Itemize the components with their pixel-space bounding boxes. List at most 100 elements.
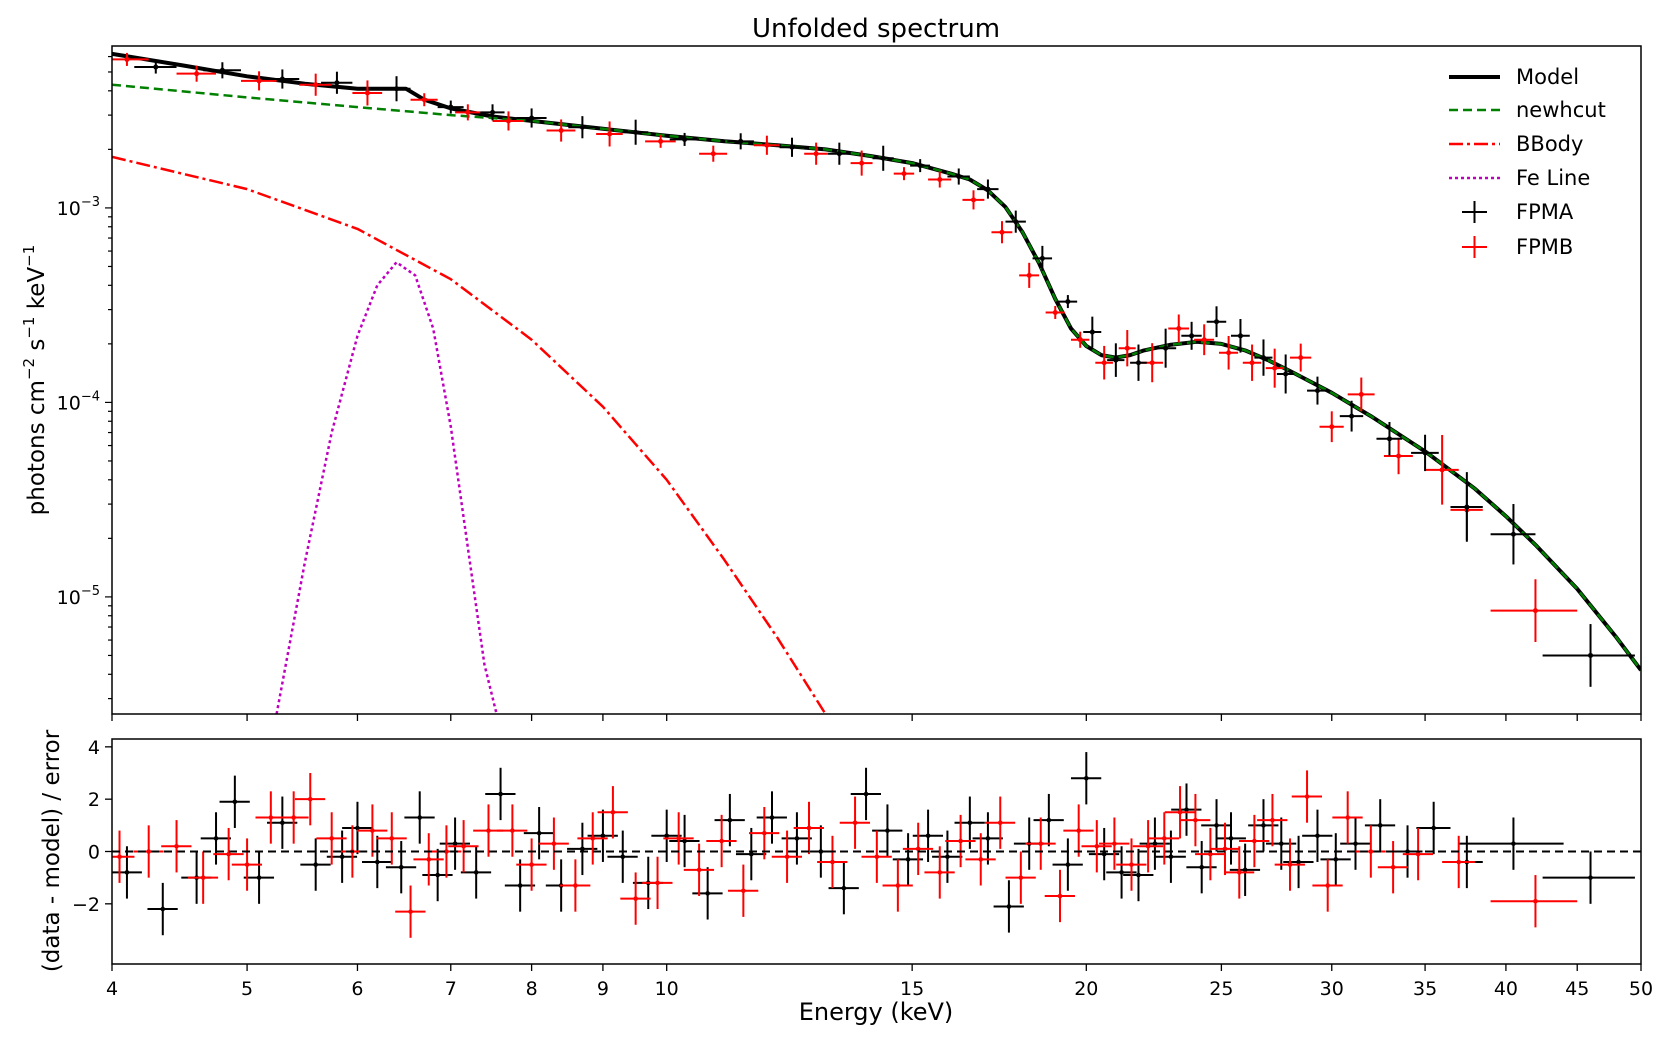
- point-marker: [727, 817, 733, 823]
- point-marker: [1237, 333, 1243, 339]
- residual-point-fpmb: [902, 822, 934, 876]
- data-point-fpmb: [1425, 435, 1459, 505]
- residual-point-fpma: [1320, 833, 1351, 886]
- y-tick-label-bottom: 4: [88, 737, 100, 759]
- legend-entry-fe-line: Fe Line: [1449, 166, 1590, 190]
- residual-point-fpma: [267, 796, 298, 849]
- residual-point-fpma: [1123, 848, 1154, 902]
- point-marker: [863, 791, 869, 797]
- residual-point-fpmb: [1274, 838, 1305, 891]
- legend-label-fpmb: FPMB: [1516, 235, 1573, 259]
- residual-point-fpma: [1201, 799, 1232, 852]
- point-marker: [1456, 859, 1462, 865]
- point-marker: [658, 138, 664, 144]
- point-marker: [705, 891, 710, 896]
- residual-point-fpmb: [278, 791, 309, 844]
- residual-point-fpmb: [1377, 841, 1409, 894]
- point-marker: [160, 906, 166, 912]
- residual-point-fpmb: [1081, 820, 1112, 873]
- data-point-fpma: [1005, 210, 1026, 233]
- residual-point-fpmb: [1291, 770, 1322, 823]
- point-marker: [124, 870, 130, 875]
- point-marker: [1124, 345, 1130, 351]
- residual-point-fpma: [932, 830, 963, 883]
- point-marker: [244, 862, 250, 867]
- point-marker: [762, 830, 767, 836]
- residual-point-fpma: [523, 807, 555, 860]
- data-point-fpma: [1130, 344, 1147, 381]
- point-marker: [830, 859, 835, 865]
- point-marker: [937, 176, 943, 182]
- point-marker: [997, 820, 1003, 826]
- residual-point-fpmb: [1063, 804, 1094, 857]
- residual-point-fpma: [1171, 783, 1202, 836]
- point-marker: [1161, 836, 1167, 841]
- point-marker: [1315, 833, 1320, 839]
- data-point-fpma: [622, 119, 649, 145]
- residual-point-fpmb: [597, 786, 628, 839]
- data-point-fpmb: [645, 134, 676, 148]
- residual-point-fpmb: [706, 814, 737, 868]
- point-marker: [1113, 357, 1119, 363]
- point-marker: [558, 128, 564, 134]
- data-point-fpma: [568, 116, 597, 139]
- point-marker: [852, 820, 858, 826]
- point-marker: [1260, 355, 1266, 361]
- point-marker: [1396, 453, 1402, 459]
- point-marker: [841, 885, 847, 891]
- point-marker: [925, 833, 931, 839]
- x-tick-label: 10: [655, 978, 679, 1000]
- point-marker: [1026, 272, 1032, 278]
- residual-point-fpma: [1302, 809, 1333, 862]
- point-marker: [1532, 608, 1538, 614]
- residual-point-fpmb: [112, 830, 135, 883]
- residual-point-fpmb: [413, 833, 444, 886]
- residual-point-fpma: [714, 793, 745, 847]
- point-marker: [1039, 255, 1045, 261]
- legend-entry-fpma: FPMA: [1462, 200, 1574, 224]
- residual-point-fpma: [1283, 835, 1314, 889]
- point-marker: [226, 851, 231, 857]
- data-point-fpma: [264, 69, 300, 89]
- data-point-fpma: [1230, 319, 1250, 353]
- residual-point-fpmb: [1490, 875, 1578, 928]
- data-point-fpmb: [850, 150, 873, 176]
- point-marker: [1270, 817, 1275, 823]
- point-marker: [1163, 345, 1169, 351]
- point-marker: [1145, 843, 1151, 849]
- data-point-fpmb: [804, 142, 828, 165]
- point-marker: [146, 849, 152, 854]
- residual-point-fpmb: [1180, 793, 1211, 847]
- data-point-fpmb: [962, 190, 985, 210]
- y-tick-label-bottom: 2: [88, 789, 100, 811]
- x-tick-label: 45: [1565, 978, 1589, 1000]
- point-marker: [769, 815, 775, 820]
- residual-point-fpmb: [357, 804, 388, 857]
- x-tick-label: 30: [1320, 978, 1344, 1000]
- point-marker: [696, 867, 702, 873]
- point-marker: [1214, 823, 1219, 828]
- residual-point-fpmb: [516, 838, 547, 891]
- legend-label-fpma: FPMA: [1516, 200, 1574, 224]
- point-marker: [1013, 219, 1019, 225]
- point-marker: [1101, 851, 1107, 857]
- point-marker: [633, 896, 638, 901]
- point-marker: [1094, 843, 1100, 849]
- point-marker: [268, 815, 274, 820]
- point-marker: [1314, 388, 1320, 394]
- point-marker: [1287, 862, 1293, 867]
- data-point-fpmb: [1070, 331, 1090, 348]
- residual-point-fpma: [460, 846, 492, 899]
- point-marker: [1208, 851, 1213, 857]
- residual-point-fpmb: [1312, 859, 1343, 912]
- x-tick-label: 20: [1074, 978, 1098, 1000]
- point-marker: [448, 104, 454, 110]
- residual-point-fpmb: [1164, 786, 1196, 839]
- point-marker: [985, 836, 991, 841]
- residual-point-fpma: [692, 867, 723, 920]
- point-marker: [905, 857, 911, 862]
- data-point-fpma: [437, 100, 464, 114]
- residual-point-fpmb: [1132, 820, 1164, 873]
- point-marker: [789, 144, 795, 150]
- data-point-fpma: [516, 108, 547, 128]
